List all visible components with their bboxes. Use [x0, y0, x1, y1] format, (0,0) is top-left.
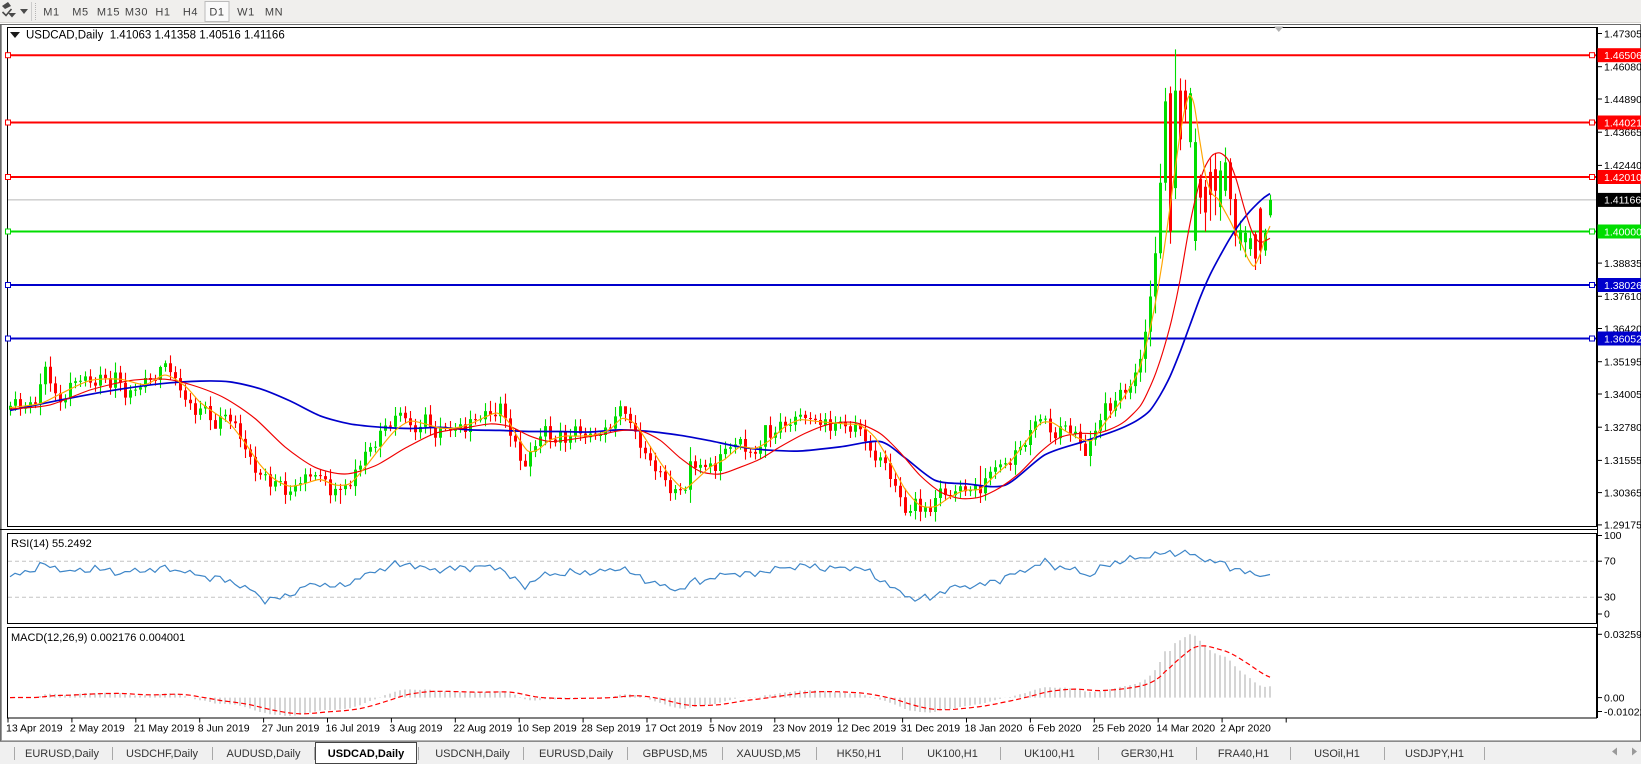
svg-text:1.38026: 1.38026 [1604, 280, 1641, 292]
svg-text:17 Oct 2019: 17 Oct 2019 [645, 723, 702, 735]
svg-text:23 Nov 2019: 23 Nov 2019 [773, 723, 833, 735]
svg-text:13 Apr 2019: 13 Apr 2019 [6, 723, 63, 735]
svg-text:1.47305: 1.47305 [1604, 28, 1641, 40]
svg-text:1.46080: 1.46080 [1604, 62, 1641, 74]
svg-text:31 Dec 2019: 31 Dec 2019 [901, 723, 961, 735]
svg-text:D1: D1 [209, 7, 224, 19]
svg-text:EURUSD,Daily: EURUSD,Daily [539, 748, 613, 760]
svg-text:0.00: 0.00 [1604, 692, 1625, 704]
svg-text:70: 70 [1604, 556, 1616, 568]
svg-text:FRA40,H1: FRA40,H1 [1218, 748, 1269, 760]
svg-text:1.32780: 1.32780 [1604, 422, 1641, 434]
svg-text:XAUUSD,M5: XAUUSD,M5 [736, 748, 800, 760]
svg-text:1.41166: 1.41166 [1604, 195, 1641, 207]
svg-text:USDCAD,Daily: USDCAD,Daily [328, 748, 405, 760]
svg-text:UK100,H1: UK100,H1 [1024, 748, 1075, 760]
svg-text:1.34005: 1.34005 [1604, 389, 1641, 401]
svg-text:GBPUSD,M5: GBPUSD,M5 [643, 748, 708, 760]
svg-text:1.42440: 1.42440 [1604, 160, 1641, 172]
svg-text:UK100,H1: UK100,H1 [927, 748, 978, 760]
svg-text:1.44021: 1.44021 [1604, 117, 1641, 129]
svg-text:1.46506: 1.46506 [1604, 50, 1641, 62]
svg-text:1.44890: 1.44890 [1604, 94, 1641, 106]
svg-text:0: 0 [1604, 609, 1610, 621]
svg-text:1.37610: 1.37610 [1604, 291, 1641, 303]
svg-text:2 Apr 2020: 2 Apr 2020 [1220, 723, 1271, 735]
svg-text:GER30,H1: GER30,H1 [1121, 748, 1174, 760]
svg-text:M15: M15 [97, 7, 120, 19]
svg-text:H1: H1 [155, 7, 170, 19]
svg-text:USDCHF,Daily: USDCHF,Daily [126, 748, 199, 760]
svg-text:1.36052: 1.36052 [1604, 333, 1641, 345]
svg-text:28 Sep 2019: 28 Sep 2019 [581, 723, 641, 735]
svg-text:-0.010227: -0.010227 [1604, 706, 1641, 718]
svg-text:W1: W1 [237, 7, 255, 19]
svg-text:1.35195: 1.35195 [1604, 357, 1641, 369]
svg-text:16 Jul 2019: 16 Jul 2019 [326, 723, 380, 735]
svg-text:1.30365: 1.30365 [1604, 487, 1641, 499]
svg-text:RSI(14) 55.2492: RSI(14) 55.2492 [11, 538, 92, 550]
svg-text:2 May 2019: 2 May 2019 [70, 723, 125, 735]
svg-text:12 Dec 2019: 12 Dec 2019 [837, 723, 897, 735]
svg-text:M30: M30 [125, 7, 148, 19]
svg-text:14 Mar 2020: 14 Mar 2020 [1156, 723, 1215, 735]
svg-text:H4: H4 [183, 7, 198, 19]
svg-text:1.42010: 1.42010 [1604, 172, 1641, 184]
svg-text:27 Jun 2019: 27 Jun 2019 [262, 723, 320, 735]
svg-text:21 May 2019: 21 May 2019 [134, 723, 195, 735]
svg-text:6 Feb 2020: 6 Feb 2020 [1028, 723, 1081, 735]
svg-text:1.40000: 1.40000 [1604, 226, 1641, 238]
svg-text:22 Aug 2019: 22 Aug 2019 [453, 723, 512, 735]
svg-text:HK50,H1: HK50,H1 [837, 748, 882, 760]
svg-text:USDJPY,H1: USDJPY,H1 [1405, 748, 1464, 760]
svg-text:MACD(12,26,9) 0.002176 0.00400: MACD(12,26,9) 0.002176 0.004001 [11, 632, 185, 644]
svg-text:10 Sep 2019: 10 Sep 2019 [517, 723, 577, 735]
svg-text:3 Aug 2019: 3 Aug 2019 [389, 723, 442, 735]
svg-text:1.43665: 1.43665 [1604, 127, 1641, 139]
svg-text:1.29175: 1.29175 [1604, 520, 1641, 532]
svg-text:MN: MN [265, 7, 283, 19]
svg-text:EURUSD,Daily: EURUSD,Daily [25, 748, 99, 760]
svg-text:USOil,H1: USOil,H1 [1314, 748, 1360, 760]
svg-text:M1: M1 [43, 7, 59, 19]
svg-text:1.31555: 1.31555 [1604, 455, 1641, 467]
svg-text:100: 100 [1604, 530, 1622, 542]
svg-text:USDCNH,Daily: USDCNH,Daily [435, 748, 510, 760]
svg-text:M5: M5 [72, 7, 88, 19]
svg-text:18 Jan 2020: 18 Jan 2020 [965, 723, 1023, 735]
svg-text:AUDUSD,Daily: AUDUSD,Daily [227, 748, 301, 760]
svg-text:5 Nov 2019: 5 Nov 2019 [709, 723, 763, 735]
svg-text:1.38835: 1.38835 [1604, 258, 1641, 270]
svg-text:8 Jun 2019: 8 Jun 2019 [198, 723, 250, 735]
svg-text:0.032595: 0.032595 [1604, 629, 1641, 641]
svg-text:30: 30 [1604, 592, 1616, 604]
svg-text:25 Feb 2020: 25 Feb 2020 [1092, 723, 1151, 735]
svg-text:USDCAD,Daily 1.41063 1.41358: USDCAD,Daily 1.41063 1.41358 1.40516 1.4… [26, 30, 285, 42]
